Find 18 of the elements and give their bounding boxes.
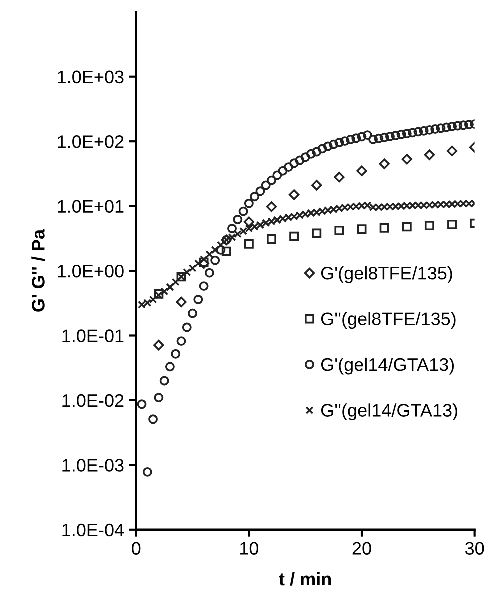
legend-label: G'(gel14/GTA13) bbox=[321, 358, 454, 375]
y-tick-label: 1.0E+02 bbox=[58, 136, 124, 148]
legend-label: G'(gel8TFE/135) bbox=[321, 266, 452, 284]
y-axis-title: G' G'' / Pa bbox=[32, 229, 46, 312]
y-tick-label: 1.0E-03 bbox=[62, 459, 124, 472]
x-tick-label: 20 bbox=[352, 542, 372, 555]
y-tick-label: 1.0E+00 bbox=[58, 264, 124, 278]
y-tick-label: 1.0E-01 bbox=[62, 330, 124, 342]
x-tick-label: 10 bbox=[240, 542, 259, 555]
y-tick-label: 1.0E+03 bbox=[58, 70, 124, 84]
y-tick-label: 1.0E+01 bbox=[58, 200, 124, 214]
y-tick-label: 1.0E-04 bbox=[62, 524, 124, 537]
x-axis-title: t / min bbox=[279, 572, 332, 586]
y-tick-label: 1.0E-02 bbox=[62, 394, 124, 408]
legend-label: G''(gel14/GTA13) bbox=[321, 404, 458, 421]
x-tick-label: 30 bbox=[465, 542, 484, 555]
legend-label: G''(gel8TFE/135) bbox=[321, 312, 456, 330]
x-tick-label: 0 bbox=[132, 542, 141, 555]
